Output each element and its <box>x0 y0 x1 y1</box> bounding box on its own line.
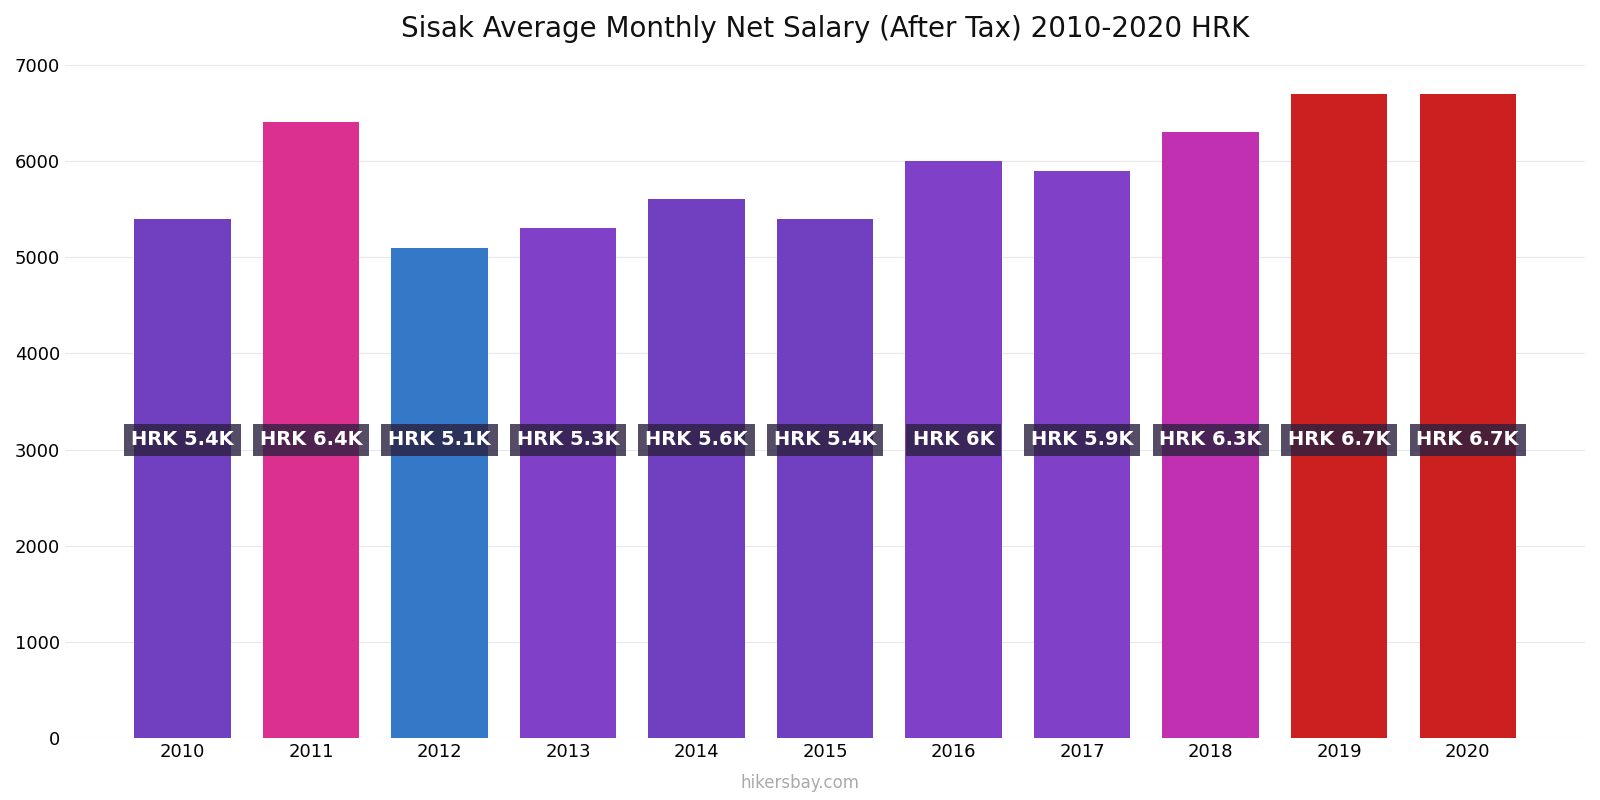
Bar <box>1419 94 1515 738</box>
Text: HRK 5.9K: HRK 5.9K <box>1030 430 1133 450</box>
Text: hikersbay.com: hikersbay.com <box>741 774 859 792</box>
Text: HRK 5.6K: HRK 5.6K <box>645 430 747 450</box>
Bar <box>778 218 874 738</box>
Text: HRK 5.1K: HRK 5.1K <box>389 430 491 450</box>
Text: HRK 6.7K: HRK 6.7K <box>1288 430 1390 450</box>
Text: HRK 5.4K: HRK 5.4K <box>774 430 877 450</box>
Bar <box>520 228 616 738</box>
Bar <box>1291 94 1387 738</box>
Bar <box>906 161 1002 738</box>
Bar <box>1163 132 1259 738</box>
Bar <box>262 122 358 738</box>
Text: HRK 6.3K: HRK 6.3K <box>1160 430 1262 450</box>
Bar <box>134 218 230 738</box>
Bar <box>1034 170 1130 738</box>
Bar <box>392 247 488 738</box>
Text: HRK 5.3K: HRK 5.3K <box>517 430 619 450</box>
Text: HRK 6.4K: HRK 6.4K <box>259 430 362 450</box>
Text: HRK 5.4K: HRK 5.4K <box>131 430 234 450</box>
Text: HRK 6K: HRK 6K <box>912 430 994 450</box>
Text: HRK 6.7K: HRK 6.7K <box>1416 430 1518 450</box>
Title: Sisak Average Monthly Net Salary (After Tax) 2010-2020 HRK: Sisak Average Monthly Net Salary (After … <box>402 15 1250 43</box>
Bar <box>648 199 744 738</box>
